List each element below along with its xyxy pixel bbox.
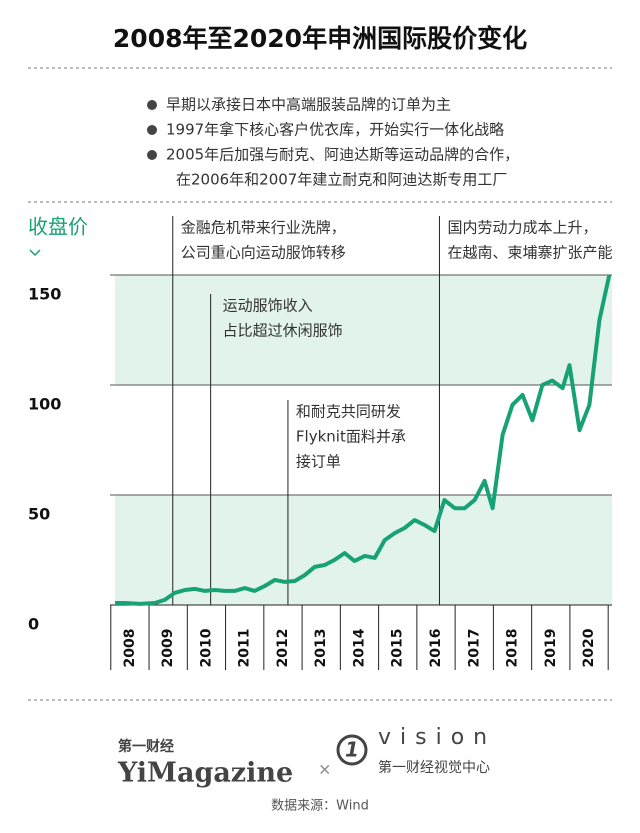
bullet: [147, 150, 157, 160]
title: 2008年至2020年申洲国际股价变化: [113, 24, 527, 53]
y-axis-label: 收盘价: [28, 215, 88, 239]
chevron: [29, 249, 41, 257]
annotation: 在越南、柬埔寨扩张产能: [447, 244, 612, 262]
bullet: [147, 100, 157, 110]
times: ×: [318, 760, 331, 779]
x-tick-label: 2010: [198, 628, 214, 667]
y-tick-label: 0: [28, 615, 39, 634]
x-tick-label: 2009: [160, 629, 176, 668]
annotation: Flyknit面料并承: [296, 428, 406, 446]
annotation: 运动服饰收入: [223, 297, 313, 315]
brand-en: YiMagazine: [117, 758, 293, 789]
annotation: 和耐克共同研发: [296, 403, 401, 421]
annotation: 占比超过休闲服饰: [223, 322, 343, 340]
annotation: 国内劳动力成本上升，: [447, 219, 597, 237]
x-tick-label: 2020: [581, 628, 597, 667]
band: [115, 275, 612, 385]
annotation: 接订单: [296, 453, 341, 471]
x-tick-label: 2015: [390, 629, 406, 668]
y-tick-label: 50: [28, 505, 50, 524]
annotation: 金融危机带来行业洗牌，: [181, 219, 346, 237]
x-tick-label: 2012: [275, 629, 291, 668]
note: 1997年拿下核心客户优衣库，开始实行一体化战略: [166, 121, 504, 139]
x-tick-label: 2013: [313, 629, 329, 668]
logo-mark: 1: [345, 738, 359, 762]
vision: vision: [378, 725, 496, 750]
bullet: [147, 125, 157, 135]
logo-circle: [336, 734, 368, 766]
annotation: 公司重心向运动服饰转移: [181, 244, 346, 262]
x-tick-label: 2018: [505, 629, 521, 668]
x-tick-label: 2017: [466, 629, 482, 668]
note: 2005年后加强与耐克、阿迪达斯等运动品牌的合作，: [166, 146, 519, 164]
x-tick-label: 2014: [351, 628, 367, 667]
x-tick-label: 2008: [122, 629, 138, 668]
x-tick-label: 2016: [428, 629, 444, 668]
band: [115, 495, 612, 605]
note: 早期以承接日本中高端服装品牌的订单为主: [166, 96, 451, 114]
x-tick-label: 2019: [543, 629, 559, 668]
y-tick-label: 150: [28, 285, 61, 304]
source: 数据来源：Wind: [271, 799, 369, 814]
note: 在2006年和2007年建立耐克和阿迪达斯专用工厂: [176, 171, 507, 189]
x-tick-label: 2011: [237, 629, 253, 668]
price-line: [115, 274, 612, 606]
brand-cn: 第一财经: [118, 738, 174, 755]
vision-cn: 第一财经视觉中心: [378, 759, 490, 776]
y-tick-label: 100: [28, 395, 61, 414]
